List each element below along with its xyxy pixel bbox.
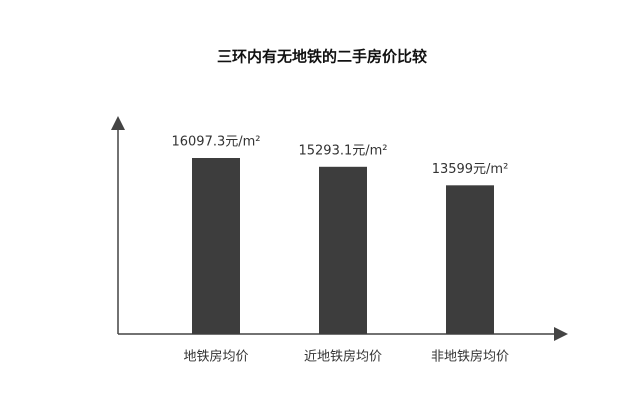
chart-title: 三环内有无地铁的二手房价比较	[217, 48, 427, 66]
y-axis-arrow	[111, 116, 125, 130]
x-tick-label: 非地铁房均价	[431, 349, 509, 365]
x-axis-arrow	[554, 327, 568, 341]
value-label: 15293.1元/m²	[298, 143, 387, 158]
x-tick-label: 近地铁房均价	[304, 349, 382, 365]
bar	[192, 158, 240, 334]
value-label: 16097.3元/m²	[171, 135, 260, 150]
value-label: 13599元/m²	[432, 162, 509, 177]
bar	[319, 166, 367, 334]
x-tick-label: 地铁房均价	[183, 349, 248, 365]
bar	[446, 185, 494, 334]
